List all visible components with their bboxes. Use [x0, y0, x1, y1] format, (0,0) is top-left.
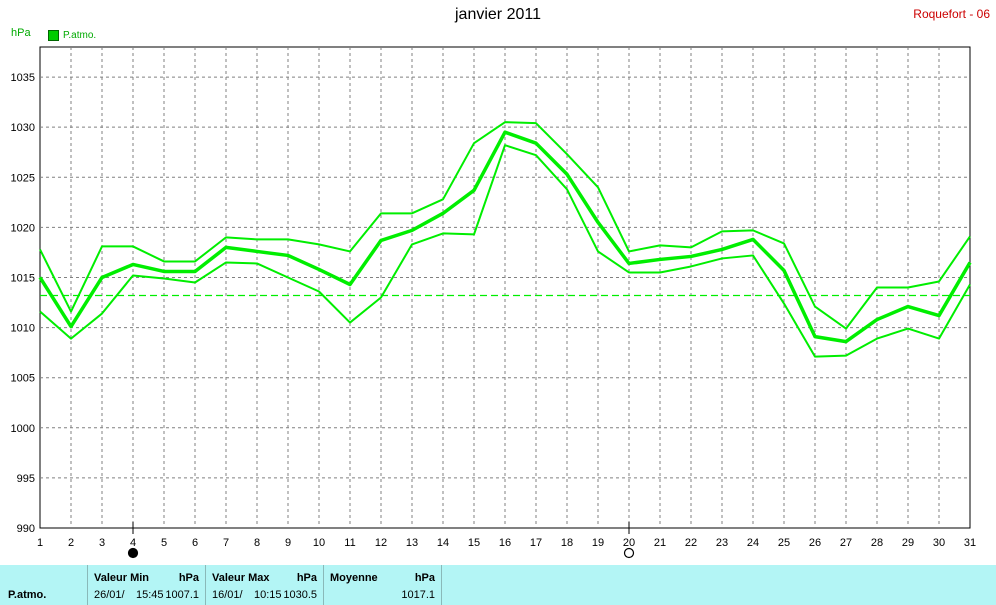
min-label: Valeur Min	[94, 572, 150, 584]
series-line-max	[39, 121, 971, 330]
x-tick-label: 19	[592, 537, 604, 549]
x-tick-label: 30	[933, 537, 945, 549]
y-tick-label: 1020	[11, 222, 35, 234]
x-tick-label: 22	[685, 537, 697, 549]
min-date: 26/01/	[94, 589, 125, 601]
series-line-moyenne	[38, 130, 972, 344]
x-tick-label: 24	[747, 537, 759, 549]
y-tick-label: 1030	[11, 122, 35, 134]
y-tick-label: 1025	[11, 172, 35, 184]
x-tick-label: 4	[130, 537, 136, 549]
y-tick-label: 990	[17, 523, 35, 535]
x-tick-label: 13	[406, 537, 418, 549]
x-tick-label: 17	[530, 537, 542, 549]
x-tick-label: 16	[499, 537, 511, 549]
x-tick-label: 12	[375, 537, 387, 549]
x-tick-label: 14	[437, 537, 449, 549]
min-time: 15:45	[136, 589, 164, 601]
chart-title: janvier 2011	[455, 6, 541, 23]
x-tick-label: 9	[285, 537, 291, 549]
x-tick-label: 15	[468, 537, 480, 549]
station-name: Roquefort - 06	[913, 7, 990, 21]
y-tick-label: 1015	[11, 272, 35, 284]
stats-mean-cell: Moyenne hPa 1017.1	[323, 565, 442, 605]
x-tick-label: 29	[902, 537, 914, 549]
new-moon-icon	[127, 547, 139, 559]
x-tick-label: 21	[654, 537, 666, 549]
stats-row-label-cell: P.atmo.	[0, 565, 88, 605]
x-tick-label: 26	[809, 537, 821, 549]
full-moon-icon	[623, 547, 635, 559]
y-tick-label: 1035	[11, 72, 35, 84]
mean-value: 1017.1	[401, 589, 435, 601]
max-unit: hPa	[296, 572, 317, 584]
stats-row-label: P.atmo.	[8, 589, 47, 601]
x-tick-label: 27	[840, 537, 852, 549]
x-tick-label: 1	[37, 537, 43, 549]
mean-unit: hPa	[414, 572, 435, 584]
x-tick-label: 2	[68, 537, 74, 549]
pressure-chart: 1 2 3 4 5 6 7 8 9 10 11 12 13 14 15 16 17 18 19 20 21 22 23 24 2…	[11, 46, 976, 559]
y-tick-label: 995	[17, 473, 35, 485]
y-axis-unit: hPa	[11, 27, 31, 39]
x-tick-label: 5	[161, 537, 167, 549]
stats-max-cell: Valeur Max hPa 16/01/ 10:15 1030.5	[205, 565, 324, 605]
x-tick-label: 11	[344, 537, 355, 549]
stats-min-cell: Valeur Min hPa 26/01/ 15:45 1007.1	[87, 565, 206, 605]
x-tick-label: 25	[778, 537, 790, 549]
x-tick-label: 20	[623, 537, 635, 549]
stats-panel: P.atmo. Valeur Min hPa 26/01/ 15:45 1007…	[0, 565, 996, 605]
x-tick-label: 8	[254, 537, 260, 549]
max-time: 10:15	[254, 589, 282, 601]
x-tick-label: 6	[192, 537, 198, 549]
mean-label: Moyenne	[330, 572, 378, 584]
legend-label: P.atmo.	[63, 30, 97, 41]
min-unit: hPa	[178, 572, 199, 584]
y-tick-label: 1010	[11, 323, 35, 335]
series-line-min	[39, 144, 971, 358]
x-tick-label: 23	[716, 537, 728, 549]
x-tick-label: 18	[561, 537, 573, 549]
legend-swatch	[48, 30, 59, 41]
min-value: 1007.1	[165, 589, 199, 601]
max-label: Valeur Max	[212, 572, 270, 584]
max-date: 16/01/	[212, 589, 243, 601]
max-value: 1030.5	[283, 589, 317, 601]
x-tick-label: 3	[99, 537, 105, 549]
y-tick-label: 1005	[11, 373, 35, 385]
y-tick-label: 1000	[11, 423, 35, 435]
x-tick-label: 7	[223, 537, 229, 549]
x-tick-label: 10	[313, 537, 325, 549]
x-tick-label: 28	[871, 537, 883, 549]
x-tick-label: 31	[964, 537, 976, 549]
legend[interactable]: P.atmo.	[48, 30, 96, 41]
